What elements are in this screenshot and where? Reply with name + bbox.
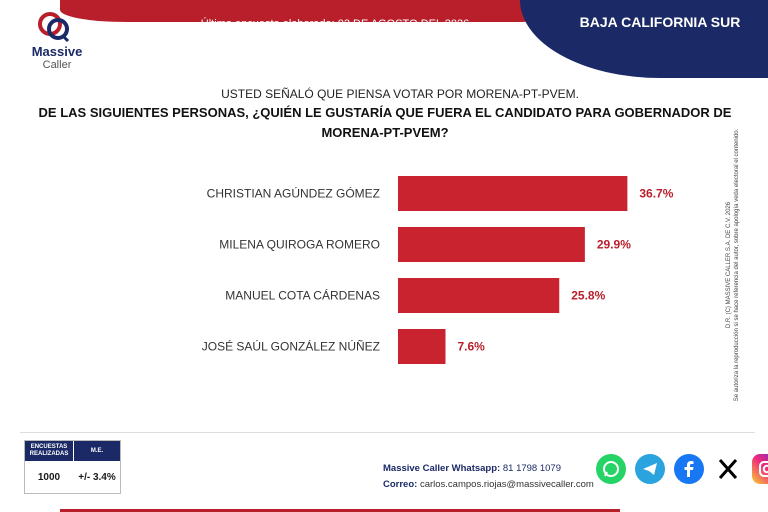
category-label: JOSÉ SAÚL GONZÁLEZ NÚÑEZ (202, 339, 380, 354)
logo-mark-icon (38, 12, 70, 42)
whatsapp-icon[interactable] (596, 454, 626, 484)
value-label: 7.6% (458, 340, 486, 354)
bar (398, 176, 628, 211)
logo-text-massive: Massive (31, 44, 83, 59)
legal-disclaimer: Se autoriza la reproducción si se hace r… (733, 128, 740, 402)
value-label: 36.7% (639, 187, 673, 201)
email-label: Correo: (383, 479, 418, 490)
footer-divider (20, 432, 755, 433)
x-icon[interactable] (713, 454, 743, 484)
bar (398, 329, 446, 364)
value-label: 29.9% (597, 238, 631, 252)
stats-value-surveys: 1000 (37, 471, 61, 483)
stats-header-margin: M.E. (74, 441, 120, 461)
region-title: BAJA CALIFORNIA SUR (579, 14, 741, 30)
stats-header-surveys: ENCUESTAS REALIZADAS (25, 441, 73, 461)
header-red-banner (60, 0, 620, 22)
stats-value-margin: +/- 3.4% (78, 471, 116, 483)
question-intro: USTED SEÑALÓ QUE PIENSA VOTAR POR MORENA… (221, 87, 579, 101)
social-icons (596, 454, 768, 488)
bar (398, 278, 560, 313)
whatsapp-number[interactable]: 81 1798 1079 (502, 463, 561, 474)
survey-stats-table: ENCUESTAS REALIZADAS M.E. 1000 +/- 3.4% (24, 440, 121, 494)
logo-text-caller: Caller (42, 59, 72, 71)
legal-notice: D.R. (C) MASSIVE CALLER S.A. DE C.V. 202… (705, 100, 760, 430)
survey-date: Última encuesta elaborada: 02 DE AGOSTO … (200, 18, 470, 30)
category-label: CHRISTIAN AGÚNDEZ GÓMEZ (207, 186, 380, 201)
massive-caller-logo: Massive Caller (22, 12, 92, 76)
category-label: MILENA QUIROGA ROMERO (219, 238, 380, 252)
instagram-icon[interactable] (752, 454, 768, 484)
contact-info: Massive Caller Whatsapp: 81 1798 1079 Co… (383, 461, 594, 493)
value-label: 25.8% (571, 289, 605, 303)
category-label: MANUEL COTA CÁRDENAS (225, 288, 380, 303)
footer-red-line (60, 509, 620, 512)
bar (398, 227, 585, 262)
legal-copyright: D.R. (C) MASSIVE CALLER S.A. DE C.V. 202… (725, 201, 732, 329)
question-title: DE LAS SIGUIENTES PERSONAS, ¿QUIÉN LE GU… (38, 105, 732, 140)
whatsapp-label: Massive Caller Whatsapp: (383, 463, 501, 474)
telegram-icon[interactable] (635, 454, 665, 484)
facebook-icon[interactable] (674, 454, 704, 484)
email-address[interactable]: carlos.campos.riojas@massivecaller.com (419, 479, 594, 490)
